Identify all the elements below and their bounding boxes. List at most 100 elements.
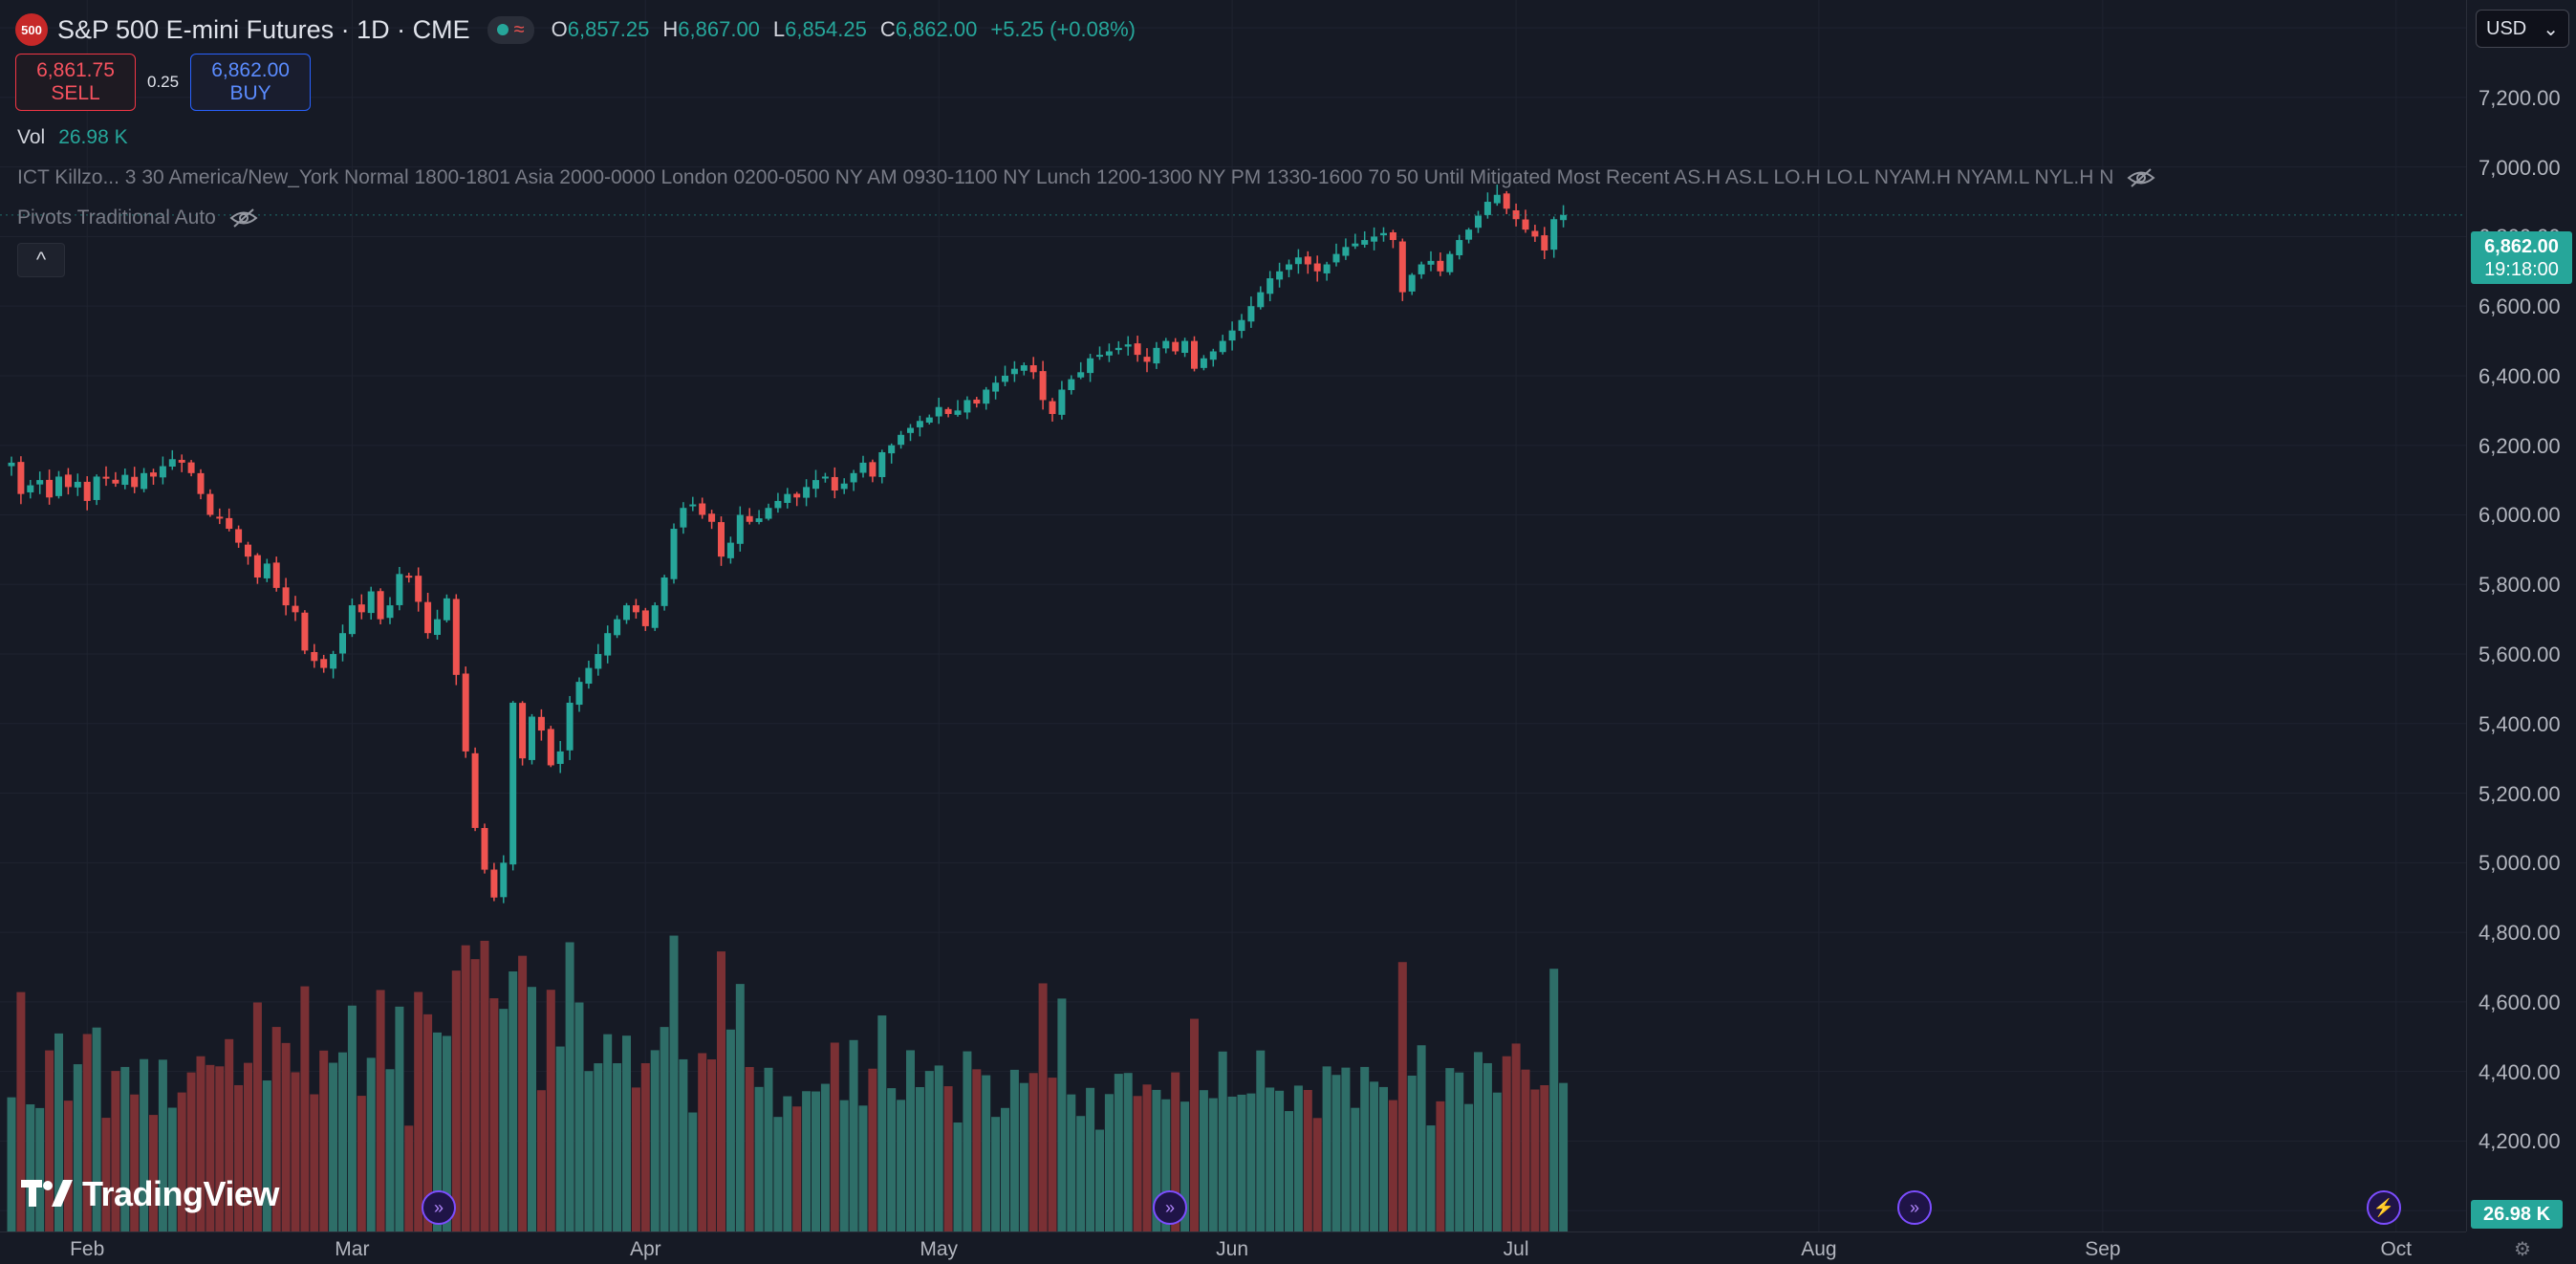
currency-dropdown[interactable]: USD ⌄ bbox=[2476, 10, 2569, 48]
volume-bar bbox=[669, 935, 679, 1231]
volume-bar bbox=[404, 1125, 414, 1231]
volume-bar bbox=[167, 1107, 177, 1231]
candle bbox=[1162, 338, 1170, 354]
candle bbox=[1143, 348, 1151, 373]
volume-bar bbox=[631, 1087, 640, 1231]
pivots-legend[interactable]: Pivots Traditional Auto bbox=[17, 207, 258, 229]
volume-bar bbox=[442, 1035, 451, 1231]
candle bbox=[614, 615, 621, 639]
volume-bar bbox=[1133, 1096, 1142, 1231]
sell-button[interactable]: 6,861.75 SELL bbox=[15, 54, 136, 111]
volume-bar bbox=[433, 1032, 442, 1231]
volume-indicator-legend[interactable]: Vol 26.98 K bbox=[17, 126, 128, 149]
candle bbox=[141, 468, 148, 492]
volume-bar bbox=[177, 1092, 186, 1231]
volume-bar bbox=[357, 1096, 366, 1231]
volume-bar bbox=[451, 970, 461, 1231]
symbol-logo-icon[interactable]: 500 bbox=[15, 13, 48, 46]
candle bbox=[272, 556, 280, 592]
market-status[interactable]: ≈ bbox=[487, 15, 534, 44]
earnings-flash-icon[interactable]: ⚡ bbox=[2367, 1190, 2401, 1225]
volume-bar bbox=[7, 1097, 16, 1231]
time-tick-label: Jul bbox=[1503, 1238, 1529, 1260]
volume-bar bbox=[1492, 1092, 1502, 1231]
candle bbox=[869, 459, 877, 483]
candle bbox=[112, 471, 119, 488]
price-tick-label: 6,000.00 bbox=[2479, 503, 2561, 528]
candle bbox=[311, 643, 318, 668]
volume-bar bbox=[820, 1083, 830, 1231]
time-axis[interactable]: FebMarAprMayJunJulAugSepOctNov bbox=[0, 1231, 2466, 1264]
price-tick-label: 6,200.00 bbox=[2479, 433, 2561, 458]
economic-event-icon[interactable]: » bbox=[1153, 1190, 1187, 1225]
volume-bar bbox=[982, 1075, 991, 1231]
eye-hidden-icon[interactable] bbox=[229, 207, 258, 229]
collapse-legend-button[interactable]: ^ bbox=[17, 243, 65, 277]
volume-bar bbox=[480, 940, 489, 1231]
ict-killzones-legend[interactable]: ICT Killzo... 3 30 America/New_York Norm… bbox=[17, 166, 2155, 189]
candle bbox=[282, 578, 290, 616]
open-value: 6,857.25 bbox=[567, 17, 650, 41]
candle bbox=[736, 506, 744, 552]
price-tick-label: 5,200.00 bbox=[2479, 781, 2561, 806]
volume-bar bbox=[1028, 1073, 1038, 1231]
candle bbox=[168, 449, 176, 470]
candlestick-chart[interactable] bbox=[0, 0, 2466, 1231]
volume-bar bbox=[1455, 1072, 1464, 1231]
chevron-up-icon: ^ bbox=[35, 248, 47, 272]
economic-event-icon[interactable]: » bbox=[422, 1190, 456, 1225]
volume-bar bbox=[347, 1005, 357, 1231]
volume-bar bbox=[754, 1086, 764, 1231]
candle bbox=[916, 415, 923, 437]
volume-bar bbox=[1246, 1093, 1256, 1231]
volume-bar bbox=[536, 1090, 546, 1231]
candle bbox=[1124, 336, 1132, 356]
candle bbox=[8, 456, 15, 476]
candle bbox=[1493, 185, 1501, 207]
candle bbox=[226, 508, 233, 532]
candle bbox=[83, 476, 91, 511]
price-axis[interactable]: 7,400.007,200.007,000.006,800.006,600.00… bbox=[2466, 0, 2576, 1231]
time-tick-label: Aug bbox=[1801, 1238, 1837, 1260]
candle bbox=[55, 470, 62, 499]
candle bbox=[1219, 335, 1226, 355]
price-tick-label: 6,600.00 bbox=[2479, 294, 2561, 319]
volume-bar bbox=[1038, 983, 1048, 1231]
chart-pane[interactable] bbox=[0, 0, 2466, 1231]
volume-bar bbox=[1266, 1087, 1275, 1231]
candle bbox=[1200, 355, 1207, 371]
candle bbox=[462, 666, 469, 758]
volume-bar bbox=[252, 1002, 262, 1231]
candle bbox=[27, 479, 34, 499]
candle bbox=[367, 586, 375, 620]
candle bbox=[765, 503, 772, 521]
candle bbox=[1068, 375, 1075, 395]
candle bbox=[556, 741, 564, 774]
volume-bar bbox=[565, 942, 574, 1231]
candle bbox=[774, 492, 782, 513]
volume-bar bbox=[839, 1100, 849, 1231]
candle bbox=[660, 575, 668, 611]
bar-countdown: 19:18:00 bbox=[2484, 258, 2559, 280]
economic-event-icon[interactable]: » bbox=[1897, 1190, 1932, 1225]
volume-bar bbox=[679, 1058, 688, 1231]
candle bbox=[726, 536, 734, 564]
candle bbox=[1560, 205, 1568, 228]
volume-bar bbox=[1067, 1094, 1076, 1231]
price-tick-label: 5,000.00 bbox=[2479, 851, 2561, 876]
volume-bar bbox=[281, 1042, 291, 1231]
volume-bar bbox=[470, 959, 480, 1231]
volume-bar bbox=[1218, 1051, 1227, 1231]
buy-button[interactable]: 6,862.00 BUY bbox=[190, 54, 312, 111]
tradingview-logo[interactable]: TradingView bbox=[21, 1174, 279, 1214]
volume-bar bbox=[518, 955, 528, 1231]
volume-bar bbox=[271, 1027, 281, 1231]
candle bbox=[1058, 381, 1066, 420]
candle bbox=[1483, 192, 1491, 219]
volume-bar bbox=[1426, 1125, 1436, 1231]
settings-gear-icon[interactable]: ⚙ bbox=[2514, 1239, 2531, 1260]
eye-hidden-icon[interactable] bbox=[2127, 167, 2155, 188]
volume-bar bbox=[773, 1117, 783, 1231]
candle bbox=[1408, 272, 1416, 295]
symbol-title[interactable]: S&P 500 E-mini Futures · 1D · CME bbox=[57, 14, 470, 44]
